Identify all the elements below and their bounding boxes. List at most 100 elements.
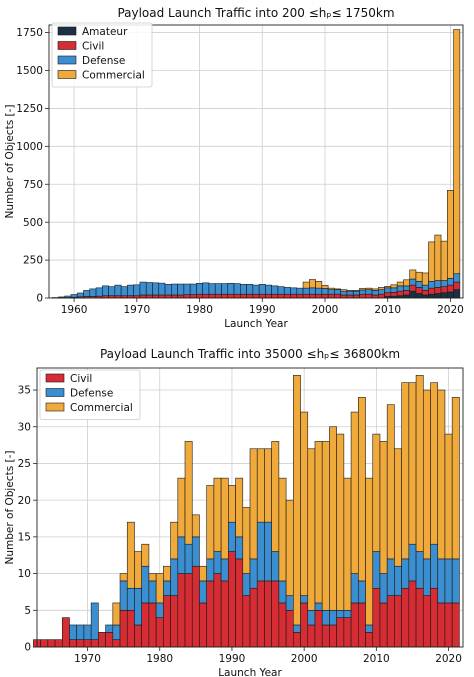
bar-segment-defense [139, 281, 147, 296]
bar-segment-civil [365, 632, 374, 648]
bar-segment-commercial [421, 272, 429, 286]
bar-segment-defense [365, 289, 373, 295]
bar-segment-commercial [327, 287, 335, 290]
bar-segment-defense [163, 580, 171, 596]
chart-title: Payload Launch Traffic into 35000 ≤hₚ≤ 3… [100, 347, 400, 361]
bar-segment-defense [177, 536, 186, 574]
bar-segment-commercial [184, 441, 193, 545]
x-tick-label: 1970 [74, 653, 101, 665]
bar-segment-commercial [199, 565, 207, 582]
bar-segment-commercial [440, 240, 448, 281]
bar-segment-commercial [329, 426, 337, 611]
bar-segment-commercial [372, 433, 381, 552]
bar-segment-defense [296, 287, 304, 295]
y-tick-label: 35 [18, 385, 31, 397]
bar-segment-defense [440, 280, 448, 287]
bar-segment-defense [108, 286, 116, 297]
bar-segment-defense [415, 281, 423, 288]
bar-segment-civil [246, 293, 254, 299]
bar-segment-civil [202, 293, 210, 299]
bar-segment-commercial [384, 286, 392, 289]
bar-segment-amateur [415, 293, 423, 299]
legend-label: Defense [70, 388, 113, 400]
bar-segment-defense [277, 286, 285, 295]
bar-segment-defense [95, 287, 103, 297]
bar-segment-civil [112, 639, 121, 648]
bar-segment-commercial [379, 441, 388, 574]
legend-label: Commercial [82, 70, 145, 82]
x-tick-label: 1980 [186, 304, 213, 316]
bar-segment-commercial [350, 411, 359, 574]
bar-segment-defense [90, 602, 99, 640]
y-tick-label: 1000 [16, 141, 43, 153]
bar-segment-civil [390, 292, 398, 297]
bar-segment-civil [220, 580, 229, 648]
bar-segment-civil [290, 293, 298, 299]
legend-label: Civil [70, 373, 92, 385]
bar-segment-civil [184, 573, 193, 648]
bar-segment-civil [242, 595, 251, 648]
bar-segment-civil [451, 602, 460, 648]
bar-segment-civil [372, 587, 381, 648]
bar-segment-defense [408, 543, 417, 582]
bar-segment-commercial [437, 389, 446, 560]
bar-segment-commercial [447, 190, 454, 279]
bar-segment-defense [127, 284, 134, 297]
bar-segment-commercial [315, 281, 323, 289]
bar-segment-defense [290, 287, 298, 295]
bar-segment-civil [196, 293, 203, 299]
bar-segment-defense [240, 284, 247, 295]
y-tick-label: 500 [23, 217, 43, 229]
bar-segment-defense [430, 543, 439, 589]
x-tick-label: 2020 [435, 653, 462, 665]
y-tick-label: 1250 [16, 103, 43, 115]
bar-segment-commercial [300, 411, 309, 596]
bar-segment-commercial [408, 382, 417, 545]
x-tick-label: 1980 [146, 653, 173, 665]
bar-segment-civil [47, 639, 56, 648]
bar-segment-civil [61, 617, 70, 648]
bar-segment-commercial [430, 382, 439, 545]
legend-box [39, 369, 141, 420]
bar-segment-defense [422, 558, 431, 596]
bar-segment-civil [421, 290, 429, 296]
bar-segment-defense [213, 551, 222, 574]
bar-segment-civil [384, 292, 392, 297]
bar-segment-defense [396, 285, 404, 292]
y-tick-label: 5 [24, 605, 31, 617]
bar-segment-civil [350, 602, 359, 648]
bar-segment-commercial [177, 477, 186, 538]
bar-segment-commercial [378, 287, 385, 290]
y-tick-label: 1750 [16, 27, 43, 39]
bar-segment-defense [384, 287, 392, 293]
bar-segment-defense [189, 283, 197, 295]
bar-segment-defense [283, 287, 291, 295]
axes-frame [36, 367, 464, 648]
bar-segment-commercial [249, 448, 258, 560]
bar-segment-civil [415, 287, 423, 294]
bar-segment-defense [191, 536, 200, 567]
axes-frame [48, 24, 464, 299]
bar-segment-defense [221, 283, 229, 295]
bar-segment-defense [70, 294, 78, 298]
bar-segment-defense [403, 285, 410, 291]
bar-segment-amateur [440, 292, 448, 299]
bar-segment-commercial [256, 448, 265, 523]
bar-segment-civil [307, 624, 316, 648]
bar-segment-defense [208, 283, 216, 295]
bar-segment-commercial [334, 288, 341, 290]
bar-segment-defense [249, 558, 258, 589]
bar-segment-commercial [428, 241, 436, 282]
bar-segment-amateur [409, 290, 417, 299]
bar-segment-defense [265, 284, 272, 295]
bar-segment-defense [421, 284, 429, 291]
y-tick-label: 1500 [16, 65, 43, 77]
bar-segment-civil [379, 602, 388, 648]
bar-segment-defense [235, 536, 244, 560]
bar-segment-commercial [213, 477, 222, 552]
legend-label: Civil [82, 41, 104, 53]
bar-segment-amateur [453, 289, 461, 299]
bar-segment-civil [164, 294, 172, 299]
bar-segment-commercial [141, 543, 150, 567]
bar-segment-defense [196, 282, 203, 295]
